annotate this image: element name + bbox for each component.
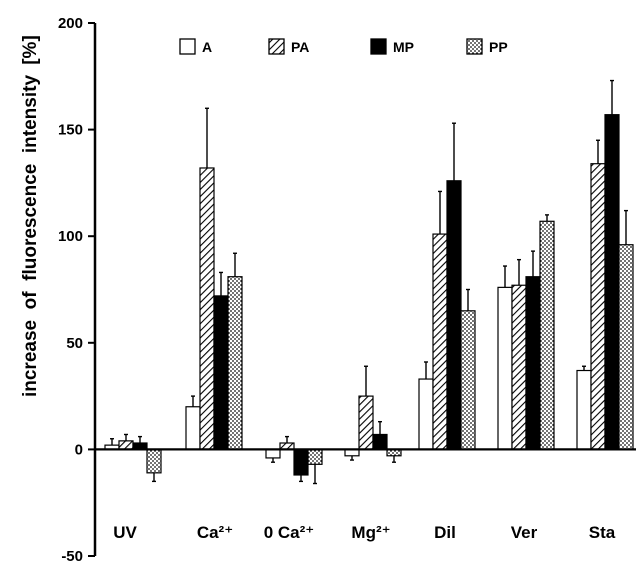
category-label: 0 Ca²⁺ <box>264 523 315 542</box>
category-label: Ca²⁺ <box>197 523 233 542</box>
bar-pa-0 <box>118 440 134 451</box>
legend: A PA MP PP <box>179 38 508 55</box>
category-label: Ver <box>511 523 538 542</box>
bar-pa-1 <box>199 167 215 451</box>
y-tick-label: 200 <box>58 15 83 32</box>
category-label: Sta <box>589 523 616 542</box>
bar-pa-3 <box>358 395 374 451</box>
bar-pp-5 <box>539 220 555 450</box>
category-labels-group: UV Ca²⁺ 0 Ca²⁺ Mg²⁺ Dil Ver Sta <box>113 523 616 542</box>
bar-pa-4 <box>432 233 448 450</box>
bar-a-6 <box>576 369 592 450</box>
bar-a-5 <box>497 286 513 451</box>
category-label: UV <box>113 523 137 542</box>
legend-item-a: A <box>179 38 212 55</box>
y-tick-label: -50 <box>61 548 83 562</box>
bar-pp-1 <box>227 276 243 451</box>
bar-mp-2 <box>293 448 309 476</box>
y-tick-label: 50 <box>66 335 83 352</box>
bar-pa-6 <box>590 163 606 450</box>
category-label: Dil <box>434 523 456 542</box>
legend-swatch-pp <box>466 38 483 55</box>
legend-item-pp: PP <box>466 38 508 55</box>
bar-mp-1 <box>213 295 229 450</box>
bar-mp-6 <box>604 114 620 451</box>
category-label: Mg²⁺ <box>351 523 390 542</box>
bar-mp-3 <box>372 433 388 451</box>
bar-a-2 <box>265 448 281 459</box>
bar-a-4 <box>418 378 434 451</box>
legend-item-mp: MP <box>370 38 414 55</box>
bar-pa-5 <box>511 284 527 450</box>
legend-swatch-pa <box>268 38 285 55</box>
legend-label-pp: PP <box>489 39 508 55</box>
error-bars-group <box>110 79 628 485</box>
y-ticks-group: 200 150 100 50 0 -50 <box>58 15 95 562</box>
bars-group <box>104 114 634 476</box>
y-tick-label: 0 <box>75 441 83 458</box>
y-tick-label: 150 <box>58 122 83 139</box>
legend-swatch-a <box>179 38 196 55</box>
bar-pp-0 <box>146 448 162 474</box>
y-axis-unit: [%] <box>20 35 41 65</box>
bar-mp-5 <box>525 276 541 451</box>
y-axis-label: increase of fluorescence intensity <box>20 75 41 397</box>
legend-label-a: A <box>202 39 212 55</box>
legend-label-pa: PA <box>291 39 309 55</box>
bar-pp-2 <box>307 448 323 465</box>
bar-pp-4 <box>460 310 476 451</box>
legend-swatch-mp <box>370 38 387 55</box>
legend-item-pa: PA <box>268 38 309 55</box>
axes-group <box>93 23 636 556</box>
bar-a-1 <box>185 406 201 451</box>
y-tick-label: 100 <box>58 228 83 245</box>
legend-label-mp: MP <box>393 39 414 55</box>
bar-pp-6 <box>618 244 634 450</box>
bar-mp-4 <box>446 180 462 450</box>
